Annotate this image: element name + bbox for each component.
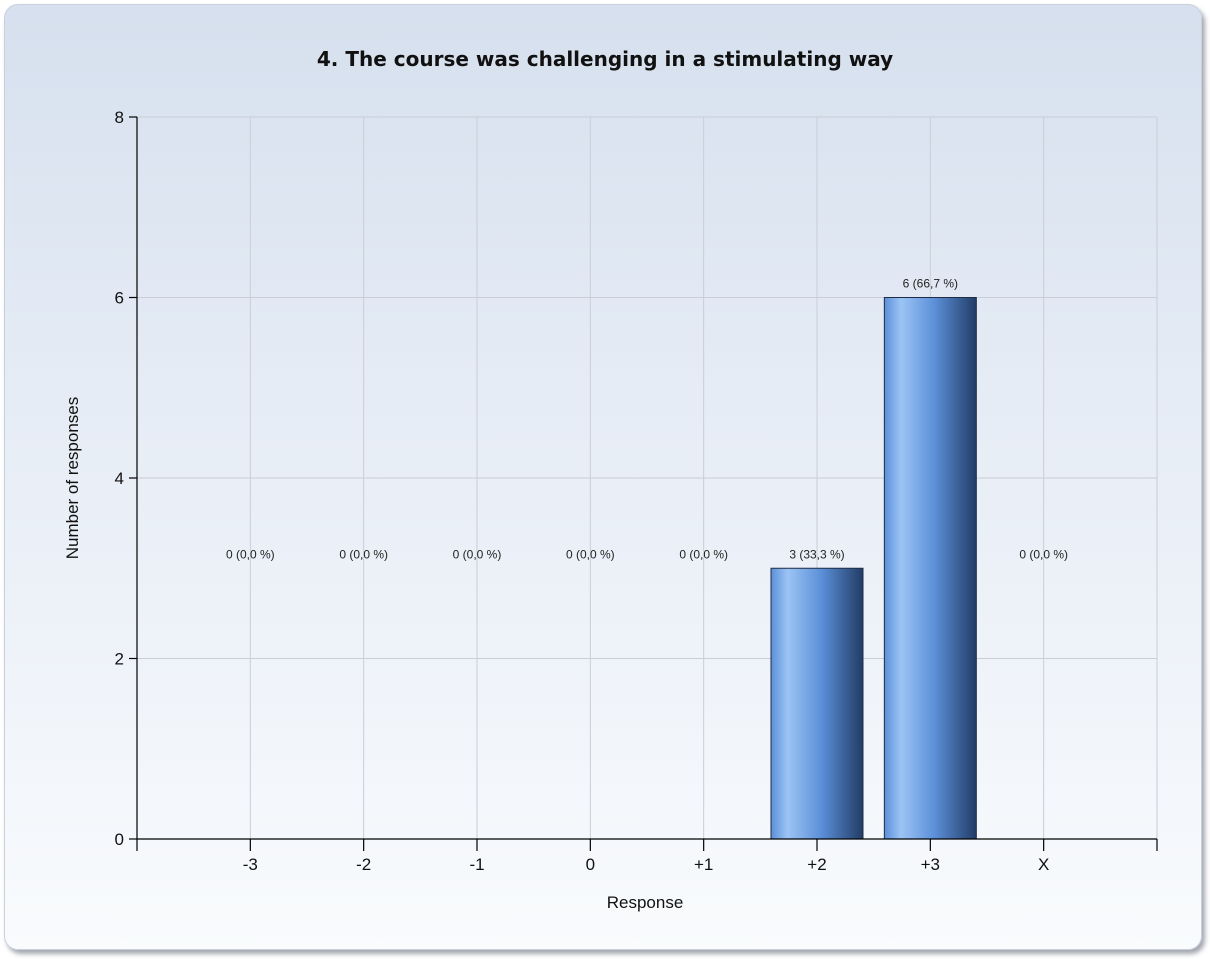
tick-labels: 0 2 4 6 8 -3 -2 -1 0 +1 +2 +3 X xyxy=(115,108,1050,874)
x-tick-label: X xyxy=(1038,855,1049,874)
y-axis-label: Number of responses xyxy=(63,397,82,560)
data-label: 0 (0,0 %) xyxy=(226,547,275,561)
bar-+2 xyxy=(770,567,864,840)
x-tick-label: -1 xyxy=(469,855,484,874)
x-axis-label: Response xyxy=(607,893,684,912)
axes xyxy=(129,116,1158,851)
y-tick-label: 6 xyxy=(115,289,124,308)
data-label: 0 (0,0 %) xyxy=(1019,547,1068,561)
x-tick-label: +1 xyxy=(694,855,713,874)
data-label: 6 (66,7 %) xyxy=(903,277,958,291)
data-label: 0 (0,0 %) xyxy=(453,547,502,561)
y-tick-label: 0 xyxy=(115,830,124,849)
x-tick-label: -3 xyxy=(243,855,258,874)
y-tick-label: 2 xyxy=(115,650,124,669)
chart-panel xyxy=(4,4,1202,950)
bar-+3 xyxy=(883,297,977,840)
x-tick-label: -2 xyxy=(356,855,371,874)
data-label: 0 (0,0 %) xyxy=(566,547,615,561)
x-tick-label: +3 xyxy=(921,855,940,874)
data-labels: 0 (0,0 %) 0 (0,0 %) 0 (0,0 %) 0 (0,0 %) 0 (0… xyxy=(226,277,1068,562)
y-tick-label: 4 xyxy=(115,469,124,488)
data-label: 3 (33,3 %) xyxy=(789,547,844,561)
chart-title: 4. The course was challenging in a stimu… xyxy=(317,47,893,71)
data-label: 0 (0,0 %) xyxy=(679,547,728,561)
y-tick-label: 8 xyxy=(115,108,124,127)
x-tick-label: +2 xyxy=(807,855,826,874)
x-tick-label: 0 xyxy=(586,855,595,874)
bars xyxy=(770,297,977,840)
grid xyxy=(137,116,1158,839)
data-label: 0 (0,0 %) xyxy=(339,547,388,561)
